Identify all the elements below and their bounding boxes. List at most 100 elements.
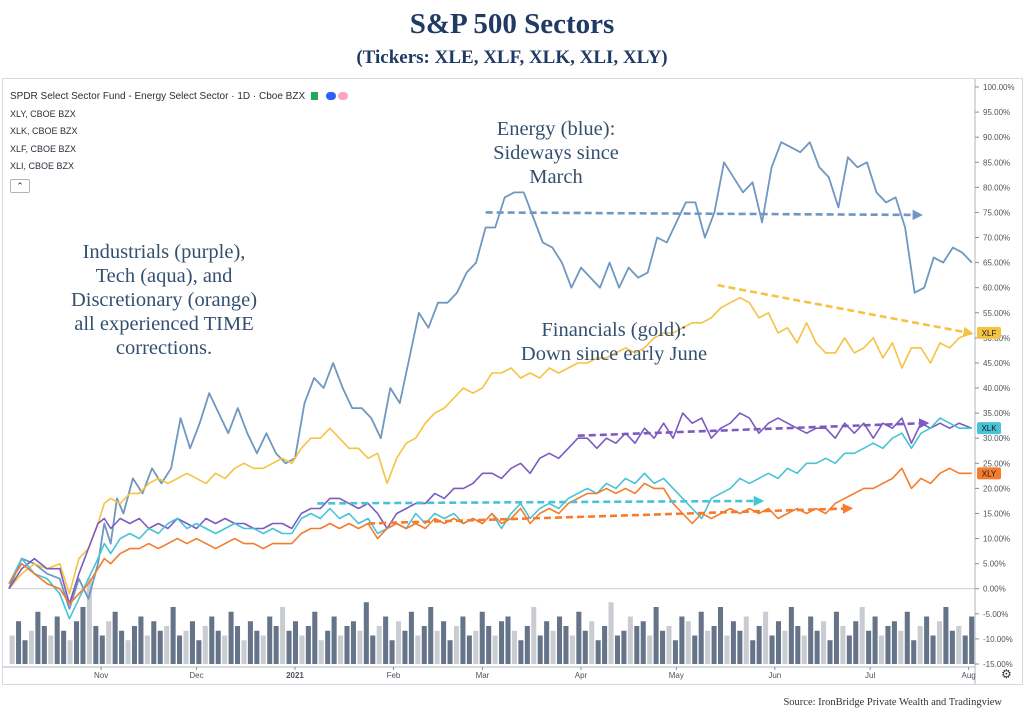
y-tick-label: 25.00% [983,459,1010,468]
y-tick-label: 75.00% [983,208,1010,217]
wave-icon[interactable] [338,92,349,100]
volume-bar [247,621,253,664]
y-tick-label: -5.00% [983,610,1008,619]
volume-bar [344,626,350,664]
volume-bar [846,635,852,664]
volume-bar [473,630,479,664]
volume-bar [408,611,414,664]
volume-bar [67,640,73,664]
volume-bar [608,602,614,664]
volume-bar [331,616,337,664]
x-tick-label: Feb [387,671,401,680]
energy-annotation: Energy (blue): Sideways since March [466,117,646,189]
volume-bar [627,616,633,664]
volume-bar [106,621,112,664]
volume-bar [660,630,666,664]
gear-icon[interactable]: ⚙ [1001,667,1012,681]
volume-bar [872,616,878,664]
volume-bar [602,626,608,664]
legend-row-xlk[interactable]: XLK, CBOE BZX [10,126,78,136]
volume-bar [969,616,975,664]
volume-bar [383,616,389,664]
volume-bar [730,621,736,664]
series-line-xly [8,467,972,605]
volume-bar [885,626,891,664]
y-tick-label: -15.00% [983,660,1013,669]
legend-row-xli[interactable]: XLI, CBOE BZX [10,161,75,171]
volume-bar [698,611,704,664]
volume-bar [511,630,517,664]
volume-bar [692,635,698,664]
volume-bar [164,626,170,664]
series-line-xli [8,412,973,605]
volume-bar [228,611,234,664]
volume-bar [428,607,434,664]
x-tick-label: Jun [768,671,781,680]
volume-bar [177,635,183,664]
x-tick-label: Aug [962,671,976,680]
volume-bar [299,635,305,664]
y-tick-label: 90.00% [983,133,1010,142]
y-tick-label: 15.00% [983,509,1010,518]
volume-bar [312,611,318,664]
volume-bar [479,611,485,664]
source-note: Source: IronBridge Private Wealth and Tr… [783,697,1002,708]
series-line-xle [8,141,973,610]
volume-bar [22,640,28,664]
volume-bar [679,616,685,664]
volume-bar [750,640,756,664]
volume-bar [640,621,646,664]
volume-bar [943,607,949,664]
end-label-badge-xlk [977,422,1001,435]
y-tick-label: 20.00% [983,484,1010,493]
volume-bar [125,640,131,664]
volume-bar [782,630,788,664]
volume-bar [936,621,942,664]
volume-bar [189,621,195,664]
legend-collapse-button[interactable]: ⌃ [10,178,30,193]
volume-bar [144,635,150,664]
volume-bar [41,626,47,664]
y-tick-label: 100.00% [983,83,1015,92]
volume-bar [151,621,157,664]
end-label-badge-xlf [977,326,1001,339]
x-tick-label: Nov [94,671,108,680]
x-tick-label: May [669,671,684,680]
y-tick-label: 0.00% [983,585,1006,594]
legend-main-label: SPDR Select Sector Fund - Energy Select … [10,91,306,102]
volume-bar [891,621,897,664]
volume-bar [202,626,208,664]
volume-bar [28,630,34,664]
volume-bar [833,611,839,664]
volume-bar [460,616,466,664]
x-tick-label: Jul [865,671,875,680]
volume-bar [769,635,775,664]
volume-bar [537,635,543,664]
y-tick-label: 30.00% [983,434,1010,443]
legend-row-xlf[interactable]: XLF, CBOE BZX [10,143,77,154]
industrials-annotation-line: corrections. [115,337,213,359]
legend-row-xly[interactable]: XLY, CBOE BZX [10,108,76,119]
x-tick-label: Apr [575,671,588,680]
energy-annotation-line: Energy (blue): [496,118,616,140]
line-chart[interactable]: 100.00% 95.00% 90.00% 85.00% 80.00% 75.00% 70.… [3,79,1022,684]
volume-bar [524,626,530,664]
volume-bar [647,635,653,664]
volume-bar [788,607,794,664]
industrials-annotation-line: Discretionary (orange) [70,289,258,311]
volume-bar [917,626,923,664]
moon-icon[interactable] [326,92,337,100]
chart-frame[interactable]: 100.00% 95.00% 90.00% 85.00% 80.00% 75.00% 70.… [2,78,1023,685]
volume-bar [402,630,408,664]
volume-bar [621,630,627,664]
volume-bar [557,616,563,664]
volume-bar [441,621,447,664]
volume-bar [582,630,588,664]
volume-bar [48,635,54,664]
financials-annotation: Financials (gold): Down since early June [484,318,744,366]
legend-main-symbol[interactable]: SPDR Select Sector Fund - Energy Select … [10,88,349,106]
volume-bar [518,640,524,664]
volume-bar [672,640,678,664]
market-flag-icon [311,92,319,100]
volume-bar [376,626,382,664]
